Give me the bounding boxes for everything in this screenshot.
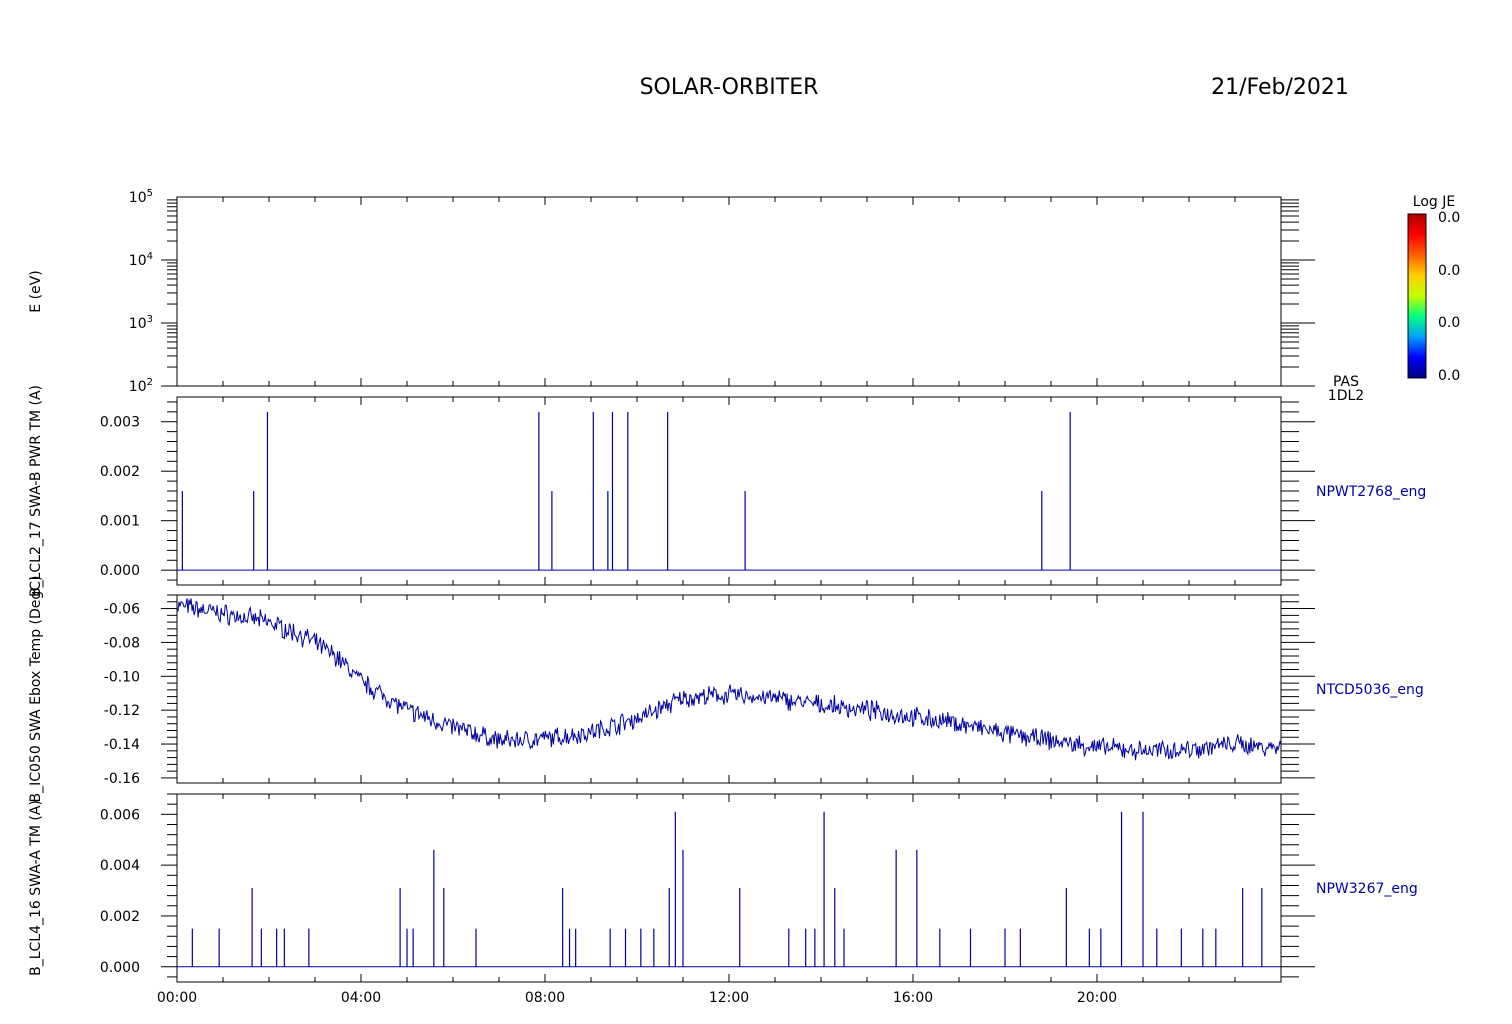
colorbar-label-2: 0.0 <box>1438 263 1460 279</box>
x-tick-label: 00:00 <box>157 990 197 1006</box>
y-tick-label: 102 <box>129 377 153 395</box>
y-tick-label: -0.14 <box>104 737 140 753</box>
x-axis: 00:00 04:00 08:00 12:00 16:00 20:00 <box>157 990 1117 1006</box>
panel-frame <box>176 196 1282 387</box>
colorbar: Log JE 0.0 0.0 0.0 0.0 <box>1407 194 1460 384</box>
panel-4: 0.000 0.002 0.004 0.006 B_LCL4_16 SWA-A TM (… <box>28 793 1418 983</box>
y-tick-label: -0.06 <box>104 602 140 618</box>
y-tick-label: -0.16 <box>104 771 140 787</box>
colorbar-scale <box>1407 213 1427 379</box>
x-tick-label: 12:00 <box>709 990 749 1006</box>
y-tick-label: 0.002 <box>100 464 140 480</box>
y-tick-label: 0.002 <box>100 909 140 925</box>
y-tick-label: 0.001 <box>100 514 140 530</box>
colorbar-title: Log JE <box>1413 194 1455 210</box>
y-tick-label: 104 <box>129 251 153 269</box>
y-tick-label: -0.08 <box>104 635 140 651</box>
instrument-label: 1DL2 <box>1328 388 1364 404</box>
y-tick-label: -0.12 <box>104 703 140 719</box>
y-axis-label: B_IC050 SWA Ebox Temp (DegC) <box>28 575 44 802</box>
colorbar-label-1: 0.0 <box>1438 210 1460 226</box>
y-tick-label: -0.10 <box>104 669 140 685</box>
y-tick-label: 0.004 <box>100 858 140 874</box>
instrument-label: PAS <box>1333 374 1359 390</box>
y-axis-label: B_LCL4_16 SWA-A TM (A) <box>28 800 44 976</box>
date-label: 21/Feb/2021 <box>1211 75 1349 100</box>
colorbar-label-4: 0.0 <box>1438 368 1460 384</box>
x-tick-label: 08:00 <box>525 990 565 1006</box>
x-tick-label: 20:00 <box>1077 990 1117 1006</box>
x-tick-label: 16:00 <box>893 990 933 1006</box>
mission-title: SOLAR-ORBITER <box>640 75 819 100</box>
y-tick-label: 103 <box>129 314 153 332</box>
x-tick-label: 04:00 <box>341 990 381 1006</box>
panel-frame <box>176 793 1282 983</box>
temperature-series-line <box>176 598 1282 761</box>
panel-frame <box>176 396 1282 586</box>
series-label: NPWT2768_eng <box>1316 484 1426 500</box>
y-tick-label: 0.000 <box>100 960 140 976</box>
series-label: NTCD5036_eng <box>1316 682 1424 698</box>
colorbar-label-3: 0.0 <box>1438 315 1460 331</box>
panel-3: -0.16 -0.14 -0.12 -0.10 -0.08 -0.06 B_IC050 SW… <box>28 575 1424 802</box>
y-tick-label: 0.003 <box>100 415 140 431</box>
y-tick-label: 0.000 <box>100 563 140 579</box>
y-tick-label: 0.006 <box>100 807 140 823</box>
y-axis-label: E (eV) <box>28 270 44 312</box>
y-tick-label: 105 <box>129 188 153 206</box>
y-axis-label: B_LCL2_17 SWA-B PWR TM (A) <box>28 385 44 597</box>
panel-2: 0.000 0.001 0.002 0.003 B_LCL2_17 SWA-B PWR … <box>28 385 1426 597</box>
series-label: NPW3267_eng <box>1316 881 1418 897</box>
